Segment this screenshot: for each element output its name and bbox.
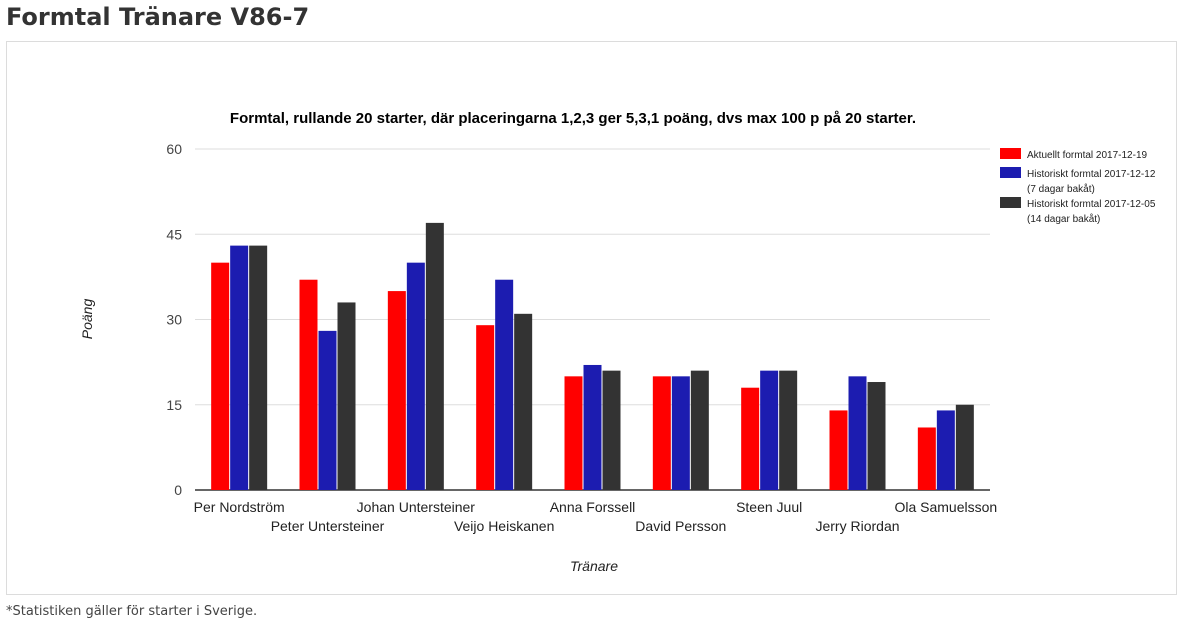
bar (495, 279, 514, 490)
legend-swatch (1000, 167, 1021, 178)
bar (425, 222, 444, 490)
chart-container: Formtal, rullande 20 starter, där placer… (6, 41, 1177, 595)
x-tick-label: Veijo Heiskanen (454, 518, 554, 534)
legend-label: Historiskt formtal 2017-12-05 (1027, 199, 1156, 210)
bar (211, 262, 230, 490)
x-axis-labels: Per Nordström Peter Untersteiner Johan Unt… (194, 499, 998, 534)
page-title: Formtal Tränare V86-7 (6, 3, 310, 31)
bar (602, 370, 621, 490)
legend-label: Historiskt formtal 2017-12-12 (1027, 169, 1156, 180)
bar (690, 370, 709, 490)
bar (583, 364, 602, 490)
legend-swatch (1000, 197, 1021, 208)
y-tick-label: 60 (166, 141, 182, 157)
chart-bars (211, 222, 974, 490)
bar (760, 370, 779, 490)
bar (249, 245, 268, 490)
bar (741, 387, 760, 490)
legend-label: (7 dagar bakåt) (1027, 183, 1095, 195)
x-tick-label: Anna Forssell (550, 499, 636, 515)
bar-chart: Formtal, rullande 20 starter, där placer… (79, 110, 1156, 574)
bar (476, 325, 495, 490)
legend-label: Aktuellt formtal 2017-12-19 (1027, 150, 1148, 161)
bar (299, 279, 318, 490)
x-tick-label: Ola Samuelsson (894, 499, 997, 515)
y-axis-label: Poäng (79, 299, 95, 340)
bar (337, 302, 356, 490)
legend-label: (14 dagar bakåt) (1027, 213, 1100, 225)
footnote: *Statistiken gäller för starter i Sverig… (6, 604, 258, 619)
chart-title: Formtal, rullande 20 starter, där placer… (230, 110, 916, 127)
bar (318, 330, 337, 490)
x-tick-label: Per Nordström (194, 499, 285, 515)
x-tick-label: Peter Untersteiner (271, 518, 385, 534)
bar (514, 313, 533, 490)
x-axis-label: Tränare (570, 558, 618, 574)
bar (230, 245, 249, 490)
x-tick-label: Steen Juul (736, 499, 802, 515)
x-tick-label: Johan Untersteiner (357, 499, 476, 515)
bar (671, 376, 690, 490)
x-tick-label: Jerry Riordan (815, 518, 899, 534)
y-axis-ticks: 0 15 30 45 60 (166, 141, 182, 498)
bar (779, 370, 798, 490)
bar (564, 376, 583, 490)
chart-legend: Aktuellt formtal 2017-12-19 Historiskt fo… (1000, 148, 1156, 225)
bar (955, 404, 974, 490)
y-tick-label: 0 (174, 482, 182, 498)
bar (936, 410, 955, 490)
y-tick-label: 45 (166, 226, 182, 242)
x-tick-label: David Persson (635, 518, 726, 534)
bar (387, 291, 406, 490)
bar (848, 376, 867, 490)
bar (652, 376, 671, 490)
y-tick-label: 15 (166, 397, 182, 413)
bar (829, 410, 848, 490)
bar (867, 382, 886, 490)
y-tick-label: 30 (166, 312, 182, 328)
legend-swatch (1000, 148, 1021, 159)
bar (917, 427, 936, 490)
bar (406, 262, 425, 490)
